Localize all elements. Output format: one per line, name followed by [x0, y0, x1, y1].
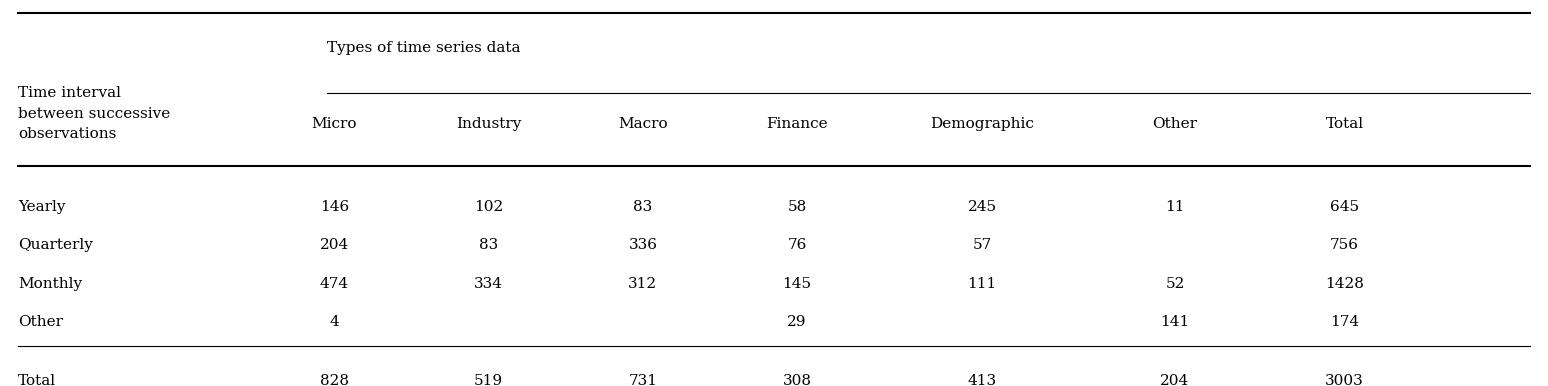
Text: Macro: Macro: [618, 117, 667, 131]
Text: 474: 474: [320, 277, 348, 291]
Text: 519: 519: [474, 374, 503, 386]
Text: 4: 4: [330, 315, 339, 329]
Text: Finance: Finance: [766, 117, 828, 131]
Text: 756: 756: [1330, 239, 1359, 252]
Text: Demographic: Demographic: [930, 117, 1034, 131]
Text: Monthly: Monthly: [19, 277, 82, 291]
Text: Other: Other: [1153, 117, 1198, 131]
Text: 204: 204: [1161, 374, 1190, 386]
Text: Yearly: Yearly: [19, 200, 65, 214]
Text: 29: 29: [788, 315, 807, 329]
Text: 174: 174: [1330, 315, 1359, 329]
Text: Total: Total: [19, 374, 56, 386]
Text: 308: 308: [783, 374, 811, 386]
Text: 336: 336: [628, 239, 658, 252]
Text: Other: Other: [19, 315, 63, 329]
Text: 245: 245: [968, 200, 997, 214]
Text: 334: 334: [474, 277, 503, 291]
Text: 204: 204: [320, 239, 348, 252]
Text: 102: 102: [474, 200, 503, 214]
Text: 111: 111: [968, 277, 997, 291]
Text: 83: 83: [633, 200, 653, 214]
Text: 413: 413: [968, 374, 997, 386]
Text: 11: 11: [1166, 200, 1184, 214]
Text: 76: 76: [788, 239, 807, 252]
Text: 1428: 1428: [1325, 277, 1364, 291]
Text: Time interval
between successive
observations: Time interval between successive observa…: [19, 86, 170, 141]
Text: Micro: Micro: [311, 117, 358, 131]
Text: 645: 645: [1330, 200, 1359, 214]
Text: 145: 145: [783, 277, 811, 291]
Text: 828: 828: [320, 374, 348, 386]
Text: 52: 52: [1166, 277, 1184, 291]
Text: 731: 731: [628, 374, 658, 386]
Text: 83: 83: [478, 239, 498, 252]
Text: Types of time series data: Types of time series data: [327, 41, 520, 55]
Text: Industry: Industry: [457, 117, 522, 131]
Text: 58: 58: [788, 200, 807, 214]
Text: Quarterly: Quarterly: [19, 239, 93, 252]
Text: 146: 146: [320, 200, 348, 214]
Text: 312: 312: [628, 277, 658, 291]
Text: 57: 57: [972, 239, 992, 252]
Text: 3003: 3003: [1325, 374, 1364, 386]
Text: 141: 141: [1161, 315, 1190, 329]
Text: Total: Total: [1325, 117, 1364, 131]
